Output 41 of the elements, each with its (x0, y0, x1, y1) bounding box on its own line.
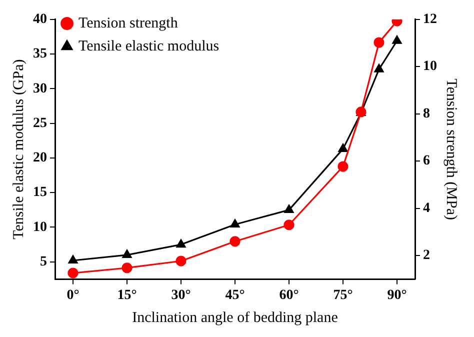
x-tick-label: 15° (117, 288, 137, 304)
y-tick-label: 20 (33, 150, 47, 166)
y-axis-title: Tensile elastic modulus (GPa) (10, 59, 27, 240)
y-tick-label: 35 (33, 46, 47, 62)
point (338, 161, 348, 172)
x-tick-label: 0° (66, 288, 80, 304)
point (374, 64, 384, 72)
point (176, 239, 186, 248)
y-tick-label: 10 (33, 220, 47, 235)
legend-label: Tension strength (78, 15, 178, 32)
x-tick-label: 90° (387, 288, 407, 304)
y2-tick-label: 8 (423, 106, 430, 122)
y-tick-label: 40 (33, 12, 47, 28)
point (176, 256, 186, 266)
y-tick-label: 30 (33, 81, 47, 96)
point (338, 144, 348, 152)
y-tick-label: 25 (33, 116, 47, 131)
x-tick-label: 75° (333, 288, 353, 304)
x-axis-title: Inclination angle of bedding plane (132, 310, 338, 326)
y2-axis-title: Tension strength (MPa) (443, 78, 460, 220)
point (122, 250, 132, 258)
point (284, 220, 294, 230)
y-tick-label: 15 (33, 185, 47, 200)
x-tick-label: 45° (225, 288, 245, 304)
point (374, 37, 384, 48)
point (230, 236, 240, 247)
point (68, 255, 78, 264)
x-tick-label: 30° (171, 288, 191, 304)
y2-tick-label: 2 (423, 248, 430, 264)
point (230, 219, 240, 228)
y-tick-label: 5 (40, 254, 47, 270)
point (68, 268, 78, 278)
x-tick-label: 60° (279, 288, 299, 304)
y2-tick-label: 12 (423, 12, 437, 28)
point (392, 36, 402, 44)
y2-tick-label: 4 (423, 200, 430, 216)
point (284, 204, 294, 213)
y2-tick-label: 6 (423, 154, 430, 169)
point (122, 262, 132, 274)
legend-label: Tensile elastic modulus (78, 38, 220, 54)
y2-tick-label: 10 (423, 59, 437, 74)
